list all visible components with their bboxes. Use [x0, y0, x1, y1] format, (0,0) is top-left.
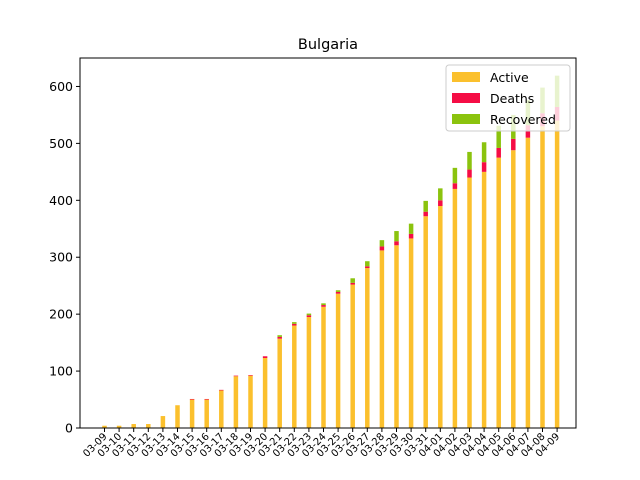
bar-deaths-04-05 [496, 147, 501, 158]
y-tick-label: 300 [49, 250, 73, 265]
bar-recovered-03-26 [350, 278, 355, 283]
bar-active-04-07 [525, 137, 531, 428]
legend: Active Deaths Recovered [445, 64, 571, 132]
bar-active-03-18 [233, 376, 239, 428]
bar-deaths-03-30 [408, 233, 414, 239]
bar-active-03-10 [116, 425, 122, 428]
bar-active-04-09 [554, 120, 560, 429]
bar-recovered-03-25 [335, 290, 341, 292]
bar-active-03-29 [394, 245, 399, 428]
bar-deaths-04-02 [452, 183, 458, 189]
bar-deaths-03-21 [277, 336, 282, 339]
bar-active-03-11 [131, 424, 136, 428]
bar-active-03-25 [335, 293, 341, 428]
bar-recovered-03-31 [423, 200, 428, 212]
bar-deaths-03-24 [321, 305, 326, 307]
bar-deaths-03-17 [219, 389, 224, 391]
bar-deaths-03-23 [306, 315, 312, 317]
bar-active-04-06 [511, 150, 516, 428]
bar-recovered-04-01 [438, 188, 443, 201]
bar-active-03-19 [248, 375, 253, 428]
bar-recovered-03-29 [394, 231, 399, 242]
bar-active-03-28 [379, 250, 385, 428]
bar-active-04-05 [496, 157, 501, 428]
bar-deaths-04-06 [511, 138, 516, 151]
bar-deaths-03-15 [189, 398, 195, 400]
bar-recovered-04-04 [481, 142, 487, 163]
bar-active-03-27 [365, 268, 370, 428]
bar-deaths-03-22 [292, 323, 297, 326]
legend-label-recovered: Recovered [490, 112, 556, 127]
bar-active-03-23 [306, 317, 312, 428]
bar-active-03-24 [321, 306, 326, 428]
bar-deaths-03-26 [350, 282, 355, 285]
bar-recovered-03-23 [306, 313, 312, 316]
bar-deaths-04-04 [481, 162, 487, 172]
bar-recovered-03-24 [321, 303, 326, 306]
bar-active-03-13 [160, 416, 166, 428]
y-tick-label: 200 [49, 307, 73, 322]
legend-swatch-active [452, 72, 480, 82]
legend-swatch-recovered [452, 114, 480, 124]
bar-active-03-21 [277, 338, 282, 428]
bar-active-03-14 [175, 405, 180, 428]
bar-deaths-03-28 [379, 246, 385, 251]
legend-label-active: Active [490, 70, 529, 85]
bar-active-03-20 [262, 357, 268, 428]
plot-frame [79, 57, 577, 429]
bar-active-03-15 [189, 399, 195, 428]
bar-deaths-03-20 [262, 356, 268, 358]
chart-title: Bulgaria [298, 37, 358, 53]
bar-active-03-12 [146, 424, 151, 428]
bar-deaths-03-27 [365, 266, 370, 269]
bar-recovered-04-05 [496, 125, 501, 148]
bar-active-04-01 [438, 206, 443, 428]
y-tick-label: 0 [65, 421, 73, 436]
y-axis: 0 100 200 300 400 500 600 [49, 79, 80, 436]
bar-active-03-22 [292, 325, 297, 428]
bar-recovered-04-02 [452, 167, 458, 184]
bar-recovered-03-30 [408, 223, 414, 234]
bar-active-03-26 [350, 284, 355, 428]
bar-active-03-16 [204, 399, 209, 428]
bar-active-03-30 [408, 238, 414, 428]
bar-deaths-03-25 [335, 291, 341, 294]
bar-deaths-03-18 [233, 375, 239, 377]
y-tick-label: 100 [49, 364, 73, 379]
bar-recovered-03-21 [277, 335, 282, 337]
bar-recovered-04-03 [467, 151, 472, 170]
bar-deaths-03-19 [248, 375, 253, 376]
bar-active-03-17 [219, 390, 224, 428]
bar-deaths-04-03 [467, 169, 472, 178]
bar-recovered-03-22 [292, 322, 297, 324]
bar-deaths-03-16 [204, 398, 209, 400]
bar-deaths-03-29 [394, 241, 399, 246]
x-axis: 03-0903-1003-1103-1203-1303-1403-1503-16… [81, 428, 562, 460]
bar-deaths-03-31 [423, 211, 428, 217]
y-tick-label: 600 [49, 79, 73, 94]
y-tick-label: 500 [49, 136, 73, 151]
bar-active-04-04 [481, 171, 487, 428]
legend-label-deaths: Deaths [490, 91, 534, 106]
bar-active-04-03 [467, 177, 472, 428]
y-tick-label: 400 [49, 193, 73, 208]
bar-active-03-09 [102, 425, 107, 428]
bar-active-04-02 [452, 188, 458, 428]
bar-deaths-04-01 [438, 200, 443, 206]
bar-recovered-03-27 [365, 261, 370, 267]
bar-active-03-31 [423, 216, 428, 428]
bar-active-04-08 [540, 126, 545, 428]
legend-swatch-deaths [452, 93, 480, 103]
bar-recovered-03-28 [379, 240, 385, 247]
